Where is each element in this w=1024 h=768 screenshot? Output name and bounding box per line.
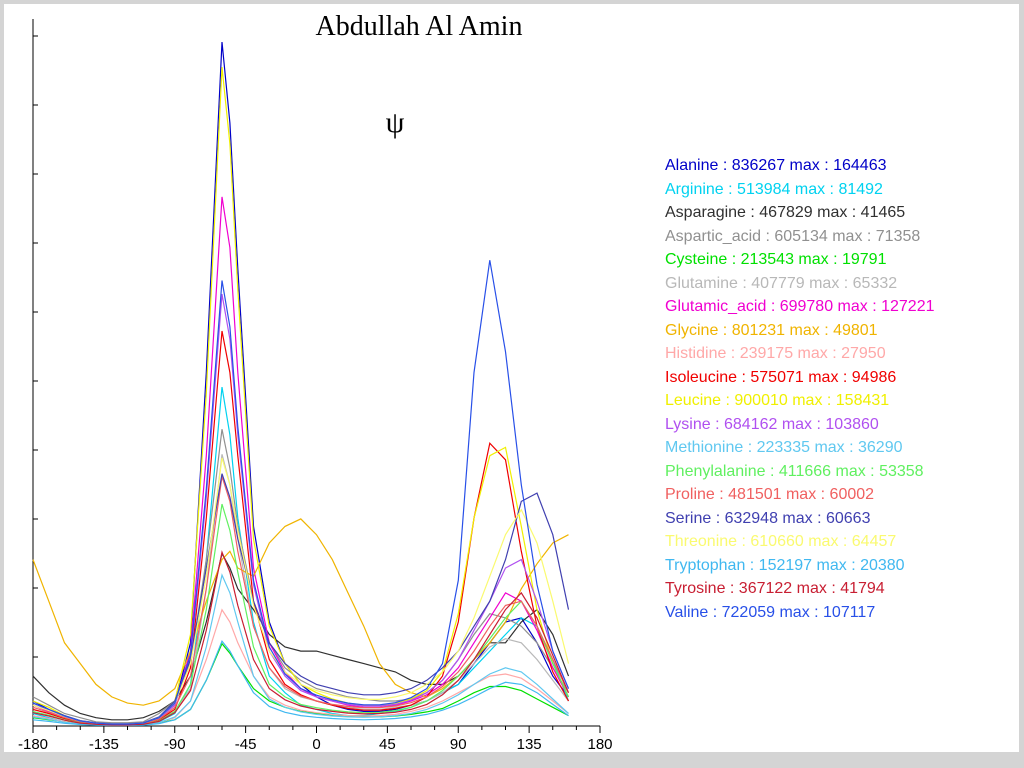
- series-line-histidine: [32, 608, 569, 726]
- series-line-threonine: [32, 457, 570, 725]
- x-tick-label: 90: [450, 736, 467, 752]
- legend-entry-glycine: Glycine : 801231 max : 49801: [665, 321, 878, 339]
- legend-entry-cysteine: Cysteine : 213543 max : 19791: [665, 251, 887, 268]
- chart-subtitle-psi: ψ: [386, 106, 405, 139]
- x-tick-label: 135: [517, 736, 542, 752]
- series-line-isoleucine: [32, 330, 570, 726]
- x-tick-label: 180: [587, 736, 612, 752]
- series-line-valine: [32, 260, 570, 725]
- x-tick-label: 0: [312, 736, 320, 752]
- x-tick-label: -180: [18, 736, 48, 752]
- chart-title: Abdullah Al Amin: [316, 11, 523, 42]
- slide: Abdullah Al Amin ψ -180 -135 -90 -45 0 45 90 13…: [4, 4, 1019, 752]
- legend-entry-serine: Serine : 632948 max : 60663: [665, 509, 871, 527]
- x-tick-label: 45: [379, 736, 396, 752]
- series-line-phenylalanine: [32, 503, 570, 726]
- legend-entry-threonine: Threonine : 610660 max : 64457: [665, 533, 897, 550]
- series-line-aspartic_acid: [32, 429, 570, 724]
- legend-entry-methionine: Methionine : 223335 max : 36290: [665, 439, 903, 456]
- legend-entry-arginine: Arginine : 513984 max : 81492: [665, 180, 883, 198]
- legend-entry-isoleucine: Isoleucine : 575071 max : 94986: [665, 368, 897, 386]
- x-tick-label: -45: [235, 736, 257, 752]
- series-line-lysine: [32, 293, 570, 725]
- series-line-serine: [32, 473, 570, 725]
- legend-entry-aspartic_acid: Aspartic_acid : 605134 max : 71358: [665, 227, 921, 245]
- x-tick-label: -90: [164, 736, 186, 752]
- legend-entry-tyrosine: Tyrosine : 367122 max : 41794: [665, 580, 885, 597]
- series-line-leucine: [32, 67, 570, 725]
- legend-entry-asparagine: Asparagine : 467829 max : 41465: [665, 204, 906, 221]
- legend: Alanine : 836267 max : 164463 Arginine : …: [665, 154, 935, 624]
- ramachandran-chart: Abdullah Al Amin ψ -180 -135 -90 -45 0 45 90 13…: [18, 11, 613, 752]
- legend-entry-histidine: Histidine : 239175 max : 27950: [665, 345, 886, 362]
- series-lines: [32, 41, 570, 727]
- legend-entry-glutamic_acid: Glutamic_acid : 699780 max : 127221: [665, 298, 935, 315]
- y-axis-ticks: [33, 35, 38, 727]
- x-tick-label: -135: [89, 736, 119, 752]
- series-line-tryptophan: [32, 640, 569, 727]
- legend-entry-phenylalanine: Phenylalanine : 411666 max : 53358: [665, 462, 924, 480]
- legend-entry-proline: Proline : 481501 max : 60002: [665, 486, 875, 503]
- legend-entry-valine: Valine : 722059 max : 107117: [665, 603, 876, 621]
- legend-entry-alanine: Alanine : 836267 max : 164463: [665, 157, 887, 174]
- legend-entry-tryptophan: Tryptophan : 152197 max : 20380: [665, 556, 905, 574]
- x-axis-ticks: -180 -135 -90 -45 0 45 90 135 180: [18, 726, 613, 752]
- legend-entry-leucine: Leucine : 900010 max : 158431: [665, 392, 890, 409]
- series-line-alanine: [32, 41, 569, 726]
- legend-entry-glutamine: Glutamine : 407779 max : 65332: [665, 274, 898, 292]
- series-line-methionine: [32, 573, 569, 726]
- legend-entry-lysine: Lysine : 684162 max : 103860: [665, 415, 879, 433]
- series-line-tyrosine: [32, 550, 570, 726]
